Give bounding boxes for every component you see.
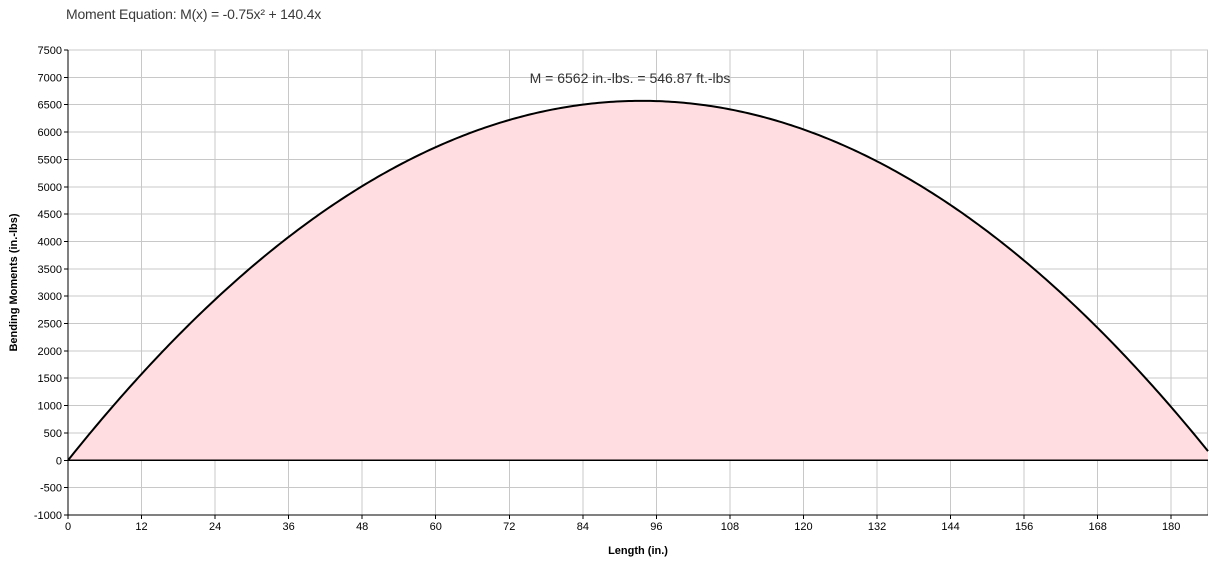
y-tick-label: 6500 [38, 100, 62, 112]
y-tick-label: 1500 [38, 373, 62, 385]
max-moment-annotation: M = 6562 in.-lbs. = 546.87 ft.-lbs [530, 70, 731, 86]
x-tick-label: 72 [503, 521, 515, 533]
x-axis-title: Length (in.) [608, 545, 668, 557]
x-tick-label: 24 [209, 521, 221, 533]
x-tick-label: 132 [868, 521, 886, 533]
x-tick-label: 180 [1162, 521, 1180, 533]
y-tick-label: 4000 [38, 236, 62, 248]
x-tick-label: 168 [1088, 521, 1106, 533]
y-tick-label: 2000 [38, 346, 62, 358]
x-tick-label: 60 [430, 521, 442, 533]
y-tick-label: 2500 [38, 319, 62, 331]
y-tick-label: 7500 [38, 45, 62, 57]
x-tick-label: 108 [721, 521, 739, 533]
x-tick-label: 144 [941, 521, 959, 533]
y-tick-label: -1000 [34, 510, 62, 522]
x-tick-label: 84 [577, 521, 589, 533]
y-tick-label: 3500 [38, 264, 62, 276]
moment-curve [67, 99, 1209, 461]
y-tick-label: 0 [56, 455, 62, 467]
x-tick-label: 48 [356, 521, 368, 533]
y-tick-label: 500 [44, 428, 62, 440]
x-tick-label: 0 [65, 521, 71, 533]
x-tick-label: 12 [135, 521, 147, 533]
moment-area-fill [68, 100, 1208, 461]
moment-equation-label: Moment Equation: M(x) = -0.75x² + 140.4x [66, 6, 322, 22]
x-tick-label: 36 [283, 521, 295, 533]
y-tick-label: -500 [40, 483, 62, 495]
x-tick-label: 120 [794, 521, 812, 533]
y-tick-label: 5000 [38, 182, 62, 194]
axes [64, 49, 1208, 519]
y-tick-label: 6000 [38, 127, 62, 139]
y-tick-label: 4500 [38, 209, 62, 221]
x-tick-label: 96 [650, 521, 662, 533]
y-tick-labels: -1000 -500 0 500 1000 1500 2000 2500 3000 3500 400… [34, 45, 62, 522]
x-tick-labels: 0 12 24 36 48 60 72 84 96 108 120 132 144 156 168 180 [65, 521, 1180, 533]
y-tick-label: 5500 [38, 154, 62, 166]
x-tick-label: 156 [1015, 521, 1033, 533]
y-tick-label: 1000 [38, 401, 62, 413]
y-tick-label: 3000 [38, 291, 62, 303]
y-axis-title: Bending Moments (in.-lbs) [8, 213, 20, 351]
y-tick-label: 7000 [38, 72, 62, 84]
